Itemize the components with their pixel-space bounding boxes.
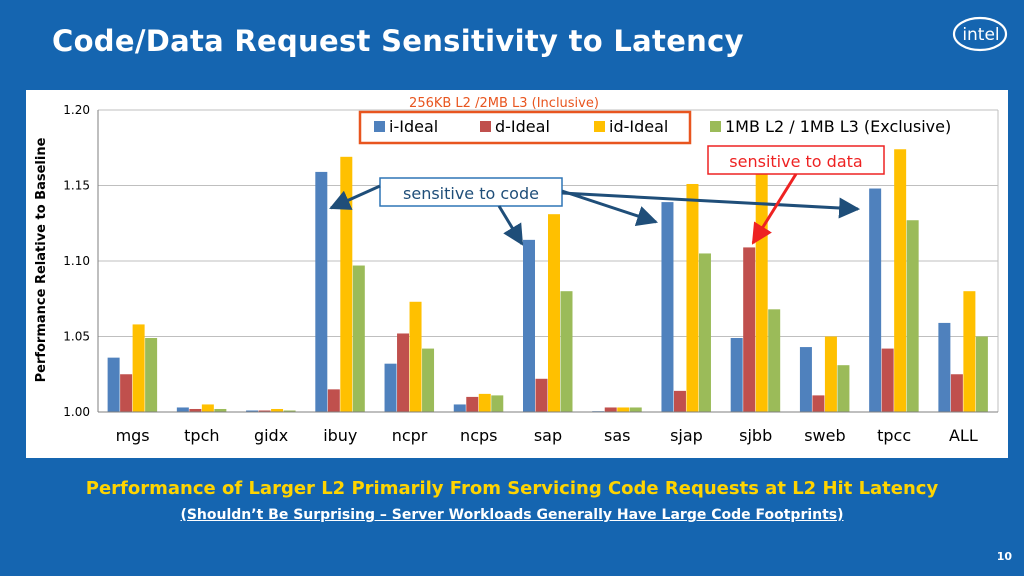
footer-subtitle: (Shouldn’t Be Surprising – Server Worklo… [180,507,844,523]
y-tick-label: 1.05 [63,330,90,344]
bar-tpch-i-Ideal [176,407,189,412]
bar-ncpr-id-Ideal [409,301,422,412]
legend-swatch [480,121,491,132]
bar-tpcc-1MB [906,220,919,412]
bar-sap-d-Ideal [535,378,548,412]
bar-sjap-d-Ideal [673,390,686,412]
bar-tpcc-d-Ideal [881,348,894,412]
y-tick-label: 1.20 [63,103,90,117]
bar-ncps-d-Ideal [466,396,479,412]
x-tick-label: tpcc [877,426,911,445]
bar-sap-id-Ideal [548,214,560,412]
bar-ncps-i-Ideal [453,404,466,412]
bar-mgs-d-Ideal [120,374,133,412]
bar-ncps-id-Ideal [478,393,491,412]
intel-logo-icon: intel [952,16,1008,52]
bar-ibuy-1MB [352,265,365,412]
bar-sas-1MB [629,407,642,412]
legend-label: id-Ideal [609,117,668,136]
x-tick-label: sweb [804,426,845,445]
bar-ALL-i-Ideal [938,322,951,412]
bar-ibuy-id-Ideal [340,156,353,412]
x-tick-label: ncps [460,426,497,445]
logo-text: intel [962,25,999,45]
bar-tpcc-id-Ideal [894,149,907,412]
x-tick-label: ibuy [323,426,357,445]
bar-sas-d-Ideal [604,407,617,412]
footer-headline: Performance of Larger L2 Primarily From … [85,478,939,499]
legend-swatch [594,121,605,132]
code-arrow-sjap [561,189,658,227]
axis-layer: 1.00 1.05 1.10 1.15 1.20 mgs tpch gidx ibuy ncpr n… [63,103,999,445]
bar-ncpr-i-Ideal [384,363,397,412]
bar-ncps-1MB [491,395,504,412]
legend-label: i-Ideal [389,117,438,136]
bar-sas-id-Ideal [617,407,630,412]
bar-ibuy-i-Ideal [315,171,328,412]
bar-gidx-d-Ideal [258,410,271,412]
bar-sweb-d-Ideal [812,395,825,412]
code-arrow-ibuy [329,184,381,210]
bar-tpch-id-Ideal [201,404,214,412]
x-tick-label: sas [604,426,630,445]
bar-sjap-1MB [698,253,711,412]
x-tick-label: tpch [184,426,219,445]
bar-tpch-1MB [214,408,227,412]
y-tick-label: 1.15 [63,179,90,193]
bar-tpcc-i-Ideal [869,188,882,412]
bar-mgs-i-Ideal [107,357,120,412]
bar-sjbb-d-Ideal [743,247,756,412]
legend-label: 1MB L2 / 1MB L3 (Exclusive) [725,117,951,136]
callout-code-text: sensitive to code [403,184,539,203]
data-arrow-sjbb [751,173,798,245]
callout-data-text: sensitive to data [729,152,862,171]
x-tick-label: sjap [670,426,703,445]
x-tick-label: ncpr [392,426,428,445]
legend-label: d-Ideal [495,117,550,136]
bar-ALL-d-Ideal [950,374,963,412]
bar-mgs-1MB [145,338,158,412]
x-tick-label: ALL [949,426,978,445]
callout-data-box [707,145,885,175]
bar-tpch-d-Ideal [189,408,202,412]
x-tick-label: mgs [116,426,150,445]
chart-panel: 1.00 1.05 1.10 1.15 1.20 mgs tpch gidx ibuy ncpr n… [26,90,1008,458]
code-arrow-tpcc [561,191,861,219]
y-axis-title: Performance Relative to Baseline [34,137,49,382]
bar-sweb-i-Ideal [799,347,812,412]
legend-swatch [710,121,721,132]
legend-swatch [374,121,385,132]
slide-title: Code/Data Request Sensitivity to Latency [52,24,744,58]
y-tick-label: 1.10 [63,254,90,268]
legend: i-Ideal d-Ideal id-Ideal 1MB L2 / 1MB L3 (E… [374,117,951,136]
page-number: 10 [996,550,1012,563]
bar-gidx-i-Ideal [246,410,259,412]
x-tick-label: sjbb [739,426,772,445]
bar-sweb-id-Ideal [824,336,837,412]
bar-sjbb-1MB [768,309,781,412]
bar-sweb-1MB [837,365,850,412]
bar-sjbb-id-Ideal [755,170,768,412]
bar-gidx-id-Ideal [271,408,284,412]
code-arrow-sap [497,205,524,246]
bar-chart: 1.00 1.05 1.10 1.15 1.20 mgs tpch gidx ibuy ncpr n… [34,96,999,445]
bar-gidx-1MB [283,410,296,412]
bar-sap-1MB [560,291,573,412]
bar-sjbb-i-Ideal [730,338,743,412]
legend-caption: 256KB L2 /2MB L3 (Inclusive) [409,96,599,111]
bar-ncpr-1MB [422,348,435,412]
bar-ibuy-d-Ideal [327,389,340,412]
bar-mgs-id-Ideal [132,324,145,412]
bar-ALL-id-Ideal [963,291,976,412]
bars-layer [107,149,988,412]
bar-ncpr-d-Ideal [397,333,410,412]
x-tick-label: gidx [254,426,288,445]
bar-sjap-i-Ideal [661,202,674,412]
bar-sap-i-Ideal [523,239,535,412]
inclusive-legend-box [358,110,692,145]
y-tick-label: 1.00 [63,405,90,419]
x-tick-label: sap [534,426,562,445]
bar-ALL-1MB [975,336,988,412]
bar-sjap-id-Ideal [686,183,699,412]
